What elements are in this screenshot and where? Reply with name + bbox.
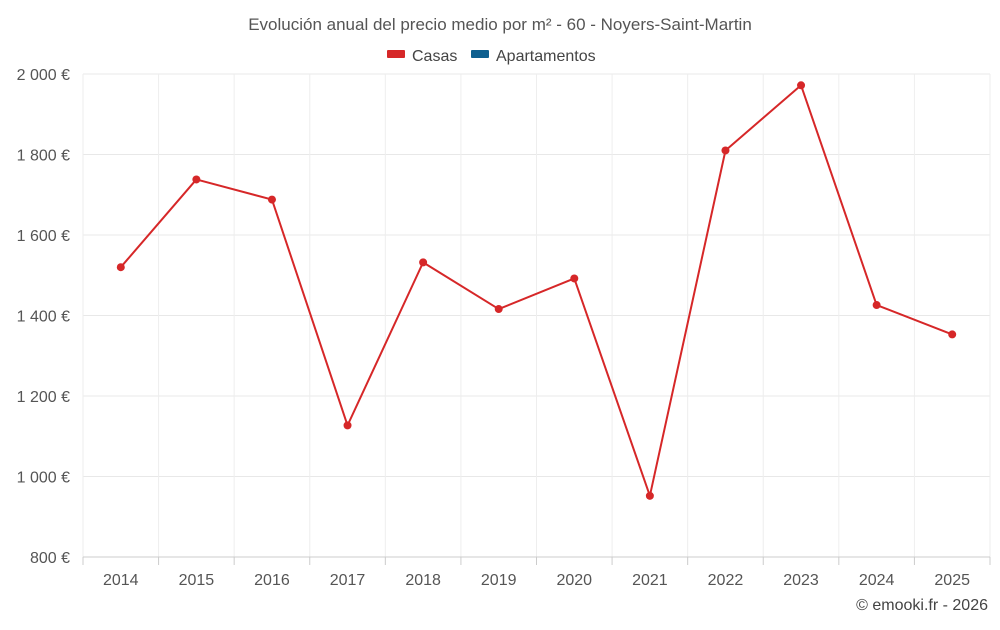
y-tick-label: 1 000 € [17,470,70,487]
y-tick-label: 1 200 € [17,389,70,406]
series-line-casas [120,84,953,497]
data-point-casas [116,263,125,272]
series [116,81,957,500]
x-tick-label: 2024 [859,572,895,589]
legend-swatch-casas [387,50,405,58]
x-tick-label: 2022 [708,572,744,589]
x-tick-label: 2017 [330,572,366,589]
data-point-casas [570,274,579,283]
x-tick-label: 2025 [934,572,970,589]
credit-text: © emooki.fr - 2026 [856,597,988,614]
legend-label-casas: Casas [412,48,457,65]
x-tick-label: 2016 [254,572,290,589]
y-tick-label: 800 € [30,550,70,567]
x-tick-label: 2014 [103,572,139,589]
x-tick-label: 2023 [783,572,819,589]
legend-label-apartamentos: Apartamentos [496,48,596,65]
grid [82,73,991,558]
x-tick-label: 2018 [405,572,441,589]
data-point-casas [645,491,654,500]
y-tick-label: 1 400 € [17,309,70,326]
data-point-casas [721,146,730,155]
legend: Casas Apartamentos [387,48,596,65]
x-tick-label: 2015 [179,572,215,589]
data-point-casas [267,195,276,204]
x-tick-label: 2021 [632,572,668,589]
y-tick-label: 1 800 € [17,148,70,165]
chart-title: Evolución anual del precio medio por m² … [248,15,752,34]
data-point-casas [797,81,806,90]
data-point-casas [948,330,957,339]
y-tick-label: 1 600 € [17,228,70,245]
x-tick-label: 2020 [556,572,592,589]
data-point-casas [872,301,881,310]
legend-item-apartamentos[interactable]: Apartamentos [471,48,596,65]
axes: 800 € 1 000 € 1 200 € 1 400 € 1 600 € 1 800 €… [17,67,991,589]
data-point-casas [419,258,428,267]
data-point-casas [494,305,503,314]
data-point-casas [192,175,201,184]
x-tick-label: 2019 [481,572,517,589]
data-point-casas [343,421,352,430]
y-tick-label: 2 000 € [17,67,70,84]
legend-swatch-apartamentos [471,50,489,58]
legend-item-casas[interactable]: Casas [387,48,457,65]
